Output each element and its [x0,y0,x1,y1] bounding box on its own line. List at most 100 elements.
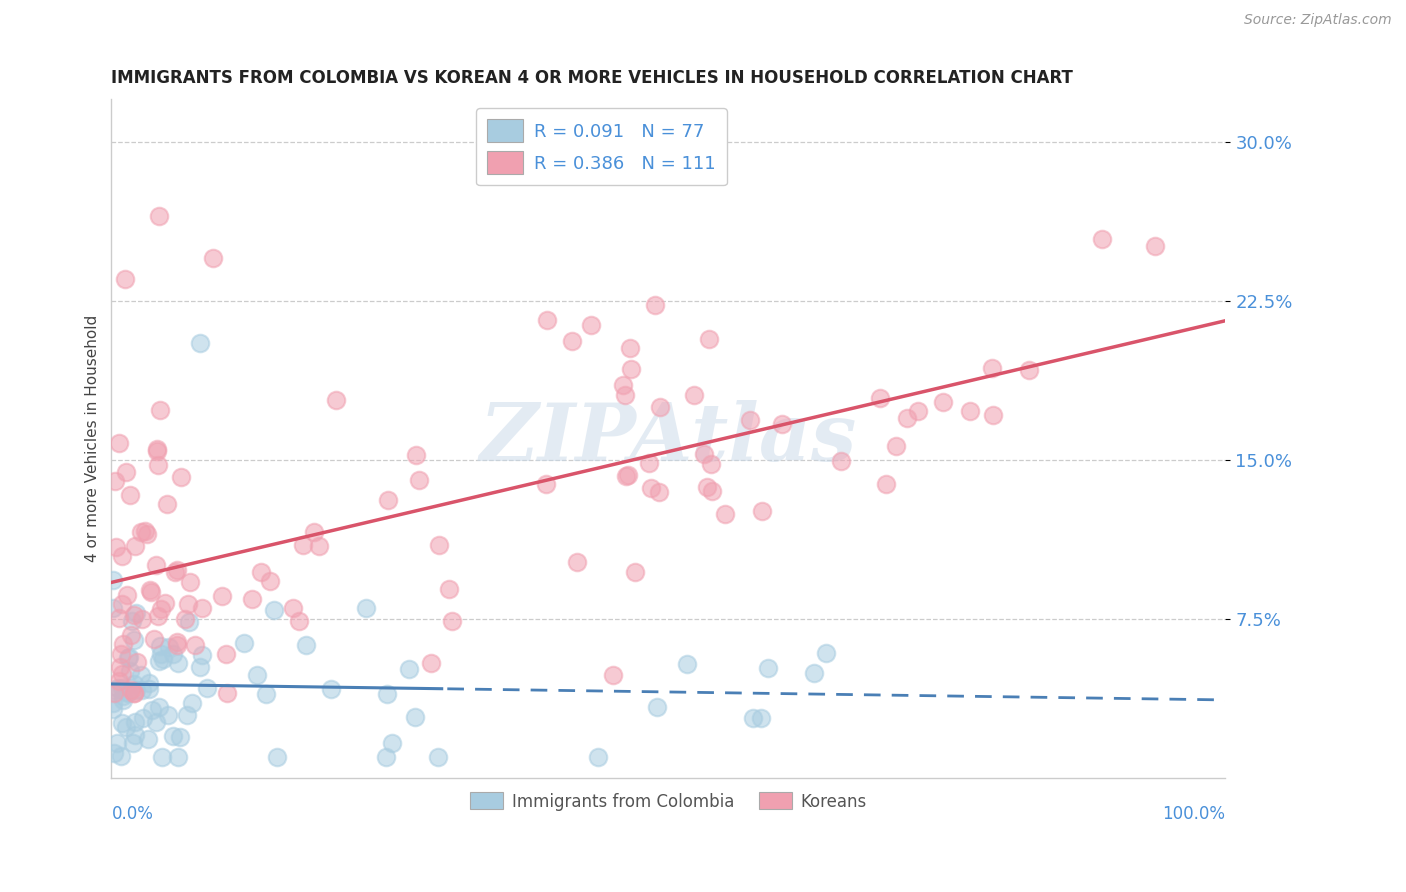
Point [122,686,145,700]
Point [117,588,139,602]
Point [295,638,318,652]
Point [696,480,718,494]
Point [125,682,148,697]
Point [152,651,174,665]
Point [287,614,309,628]
Point [163,565,186,579]
Point [103,686,125,700]
Point [108,660,131,674]
Point [292,538,315,552]
Point [637,456,659,470]
Point [108,435,131,450]
Point [302,525,325,540]
Point [215,686,238,700]
Point [131,668,153,682]
Point [427,538,450,552]
Point [110,749,132,764]
Point [803,666,825,681]
Point [377,493,399,508]
Point [101,600,124,615]
Point [266,749,288,764]
Point [441,614,464,628]
Point [107,674,129,689]
Point [120,682,142,697]
Point [117,651,139,665]
Point [177,597,200,611]
Legend: Immigrants from Colombia, Koreans: Immigrants from Colombia, Koreans [464,786,873,817]
Point [162,648,184,662]
Point [640,481,662,495]
Point [184,638,207,652]
Point [648,400,671,414]
Point [129,525,152,540]
Text: ZIPAtlas: ZIPAtlas [479,400,858,477]
Point [103,683,125,698]
Point [602,668,624,682]
Point [127,656,149,670]
Point [121,615,143,629]
Point [254,687,277,701]
Point [177,615,200,629]
Point [104,540,127,554]
Point [121,736,143,750]
Point [191,601,214,615]
Point [869,391,891,405]
Point [169,730,191,744]
Point [375,687,398,701]
Point [620,362,643,376]
Point [896,411,918,425]
Point [118,488,141,502]
Point [697,332,720,346]
Point [176,708,198,723]
Point [884,439,907,453]
Point [215,647,238,661]
Point [135,526,157,541]
Point [648,484,671,499]
Point [644,298,666,312]
Point [104,474,127,488]
Point [115,466,138,480]
Point [149,403,172,417]
Point [149,602,172,616]
Point [181,696,204,710]
Point [1091,232,1114,246]
Point [1143,239,1166,253]
Point [565,555,588,569]
Point [111,681,134,695]
Point [107,611,129,625]
Point [166,563,188,577]
Point [700,457,723,471]
Point [770,417,793,431]
Point [981,409,1004,423]
Point [751,504,773,518]
Point [356,601,378,615]
Point [118,665,141,679]
Point [167,657,190,671]
Point [325,392,347,407]
Point [240,592,263,607]
Point [319,682,342,697]
Point [980,360,1002,375]
Point [111,549,134,564]
Point [111,716,134,731]
Point [612,378,634,392]
Point [101,701,124,715]
Point [101,573,124,587]
Point [141,703,163,717]
Point [146,444,169,458]
Point [191,648,214,663]
Point [283,601,305,615]
Point [149,647,172,661]
Point [155,596,177,610]
Point [166,638,188,652]
Point [263,603,285,617]
Point [188,336,211,351]
Point [536,313,558,327]
Point [157,708,180,723]
Point [619,341,641,355]
Point [117,684,139,698]
Point [758,661,780,675]
Point [111,692,134,706]
Point [117,686,139,700]
Point [179,575,201,590]
